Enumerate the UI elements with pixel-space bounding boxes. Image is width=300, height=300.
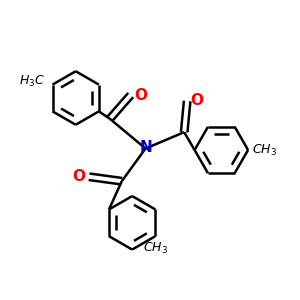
Text: N: N [139, 140, 152, 155]
Text: O: O [134, 88, 147, 103]
Text: $CH_3$: $CH_3$ [143, 241, 168, 256]
Text: $CH_3$: $CH_3$ [252, 142, 277, 158]
Text: $H_3C$: $H_3C$ [19, 74, 45, 89]
Text: O: O [73, 169, 85, 184]
Text: O: O [191, 94, 204, 109]
